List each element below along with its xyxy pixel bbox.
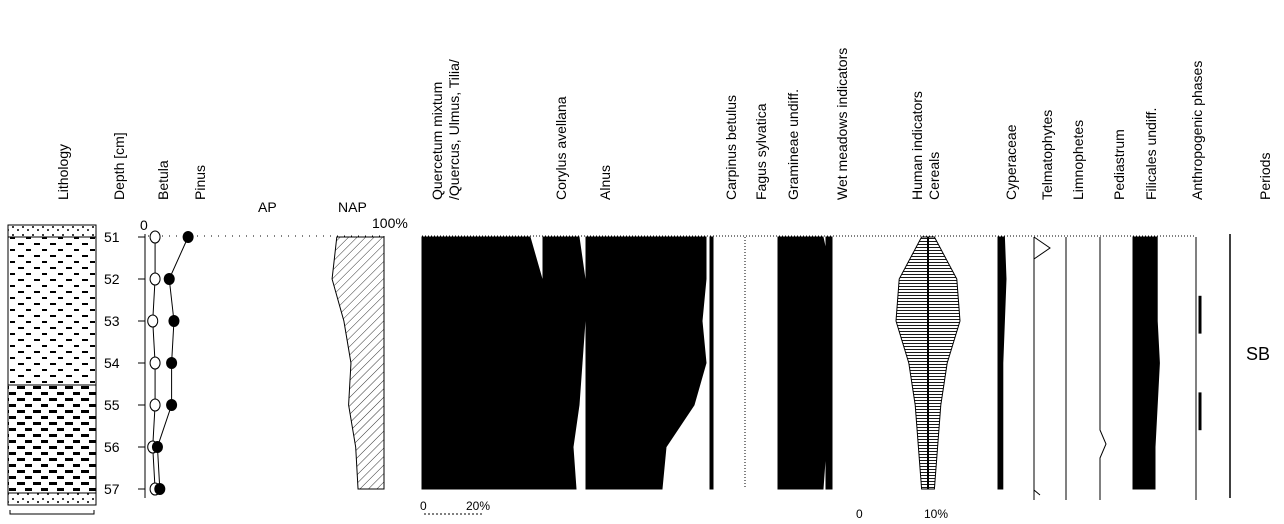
header-telmatophytes: Telmatophytes <box>1039 110 1055 200</box>
header-carpinus: Carpinus betulus <box>723 95 739 200</box>
header-quercetum-line2: /Quercus, Ulmus, Tilia/ <box>446 59 462 200</box>
betula-point <box>149 398 161 412</box>
lithology-unit-lower <box>7 384 97 494</box>
lithology-column <box>7 224 97 515</box>
betula-point <box>147 314 159 328</box>
lithology-unit-upper <box>7 236 97 386</box>
header-periods: Periods <box>1257 153 1273 200</box>
header-quercetum: Quercetum mixtum /Quercus, Ulmus, Tilia/ <box>429 59 462 200</box>
header-limnophetes: Limnophetes <box>1070 120 1086 200</box>
scale-bar-20: 0 20% <box>420 499 490 515</box>
header-human-line2: Cereals <box>926 152 942 200</box>
pinus-point <box>154 483 166 495</box>
curves <box>147 230 1202 500</box>
lithology-sand-bottom <box>7 492 97 506</box>
scale-bar-10: 0 10% <box>856 507 948 521</box>
depth-tick-label: 56 <box>104 439 120 455</box>
filicales-area <box>1132 236 1160 490</box>
depth-tick-label: 51 <box>104 229 120 245</box>
scale-bar-20-max: 20% <box>466 499 490 513</box>
gramineae-area <box>777 236 833 490</box>
betula-point <box>149 230 161 244</box>
column-headers: Lithology Depth [cm] Betula Pinus AP NAP… <box>55 48 1273 215</box>
header-gramineae: Gramineae undiff. <box>785 89 801 200</box>
header-human-line1: Human indicators <box>909 91 925 200</box>
lithology-sand-top <box>7 224 97 238</box>
depth-tick-label: 55 <box>104 397 120 413</box>
header-depth: Depth [cm] <box>111 132 127 200</box>
header-filicales: Filicales undiff. <box>1143 108 1159 200</box>
header-quercetum-line1: Quercetum mixtum <box>429 82 445 200</box>
apnap-zero-label: 0 <box>140 217 148 233</box>
zones: SB <box>1229 234 1270 498</box>
scale-bar-20-zero: 0 <box>420 499 427 513</box>
header-betula: Betula <box>155 160 171 200</box>
apnap-hundred-label: 100% <box>372 215 408 231</box>
header-fagus: Fagus sylvatica <box>753 103 769 200</box>
depth-tick-label: 53 <box>104 313 120 329</box>
telmatophytes-line <box>1033 236 1051 496</box>
header-cyperaceae: Cyperaceae <box>1003 124 1019 200</box>
cyperaceae-area <box>997 236 1007 490</box>
header-corylus: Corylus avellana <box>553 96 569 200</box>
pinus-point <box>151 441 163 453</box>
betula-point <box>149 356 161 370</box>
pinus-point <box>168 315 180 327</box>
pinus-point <box>166 399 178 411</box>
quercetum-area <box>421 236 561 490</box>
scale-bar-10-max: 10% <box>924 507 948 521</box>
header-lithology: Lithology <box>55 144 71 200</box>
period-label-sb: SB <box>1246 344 1270 364</box>
wet-meadows-area <box>825 236 833 490</box>
carpinus-area <box>709 236 714 490</box>
header-nap: NAP <box>338 199 367 215</box>
betula-point <box>149 272 161 286</box>
header-alnus: Alnus <box>597 165 613 200</box>
header-pediastrum: Pediastrum <box>1111 129 1127 200</box>
nap-area <box>331 236 385 490</box>
pinus-point <box>182 231 194 243</box>
header-pinus: Pinus <box>192 165 208 200</box>
corylus-area <box>542 236 586 490</box>
header-ap: AP <box>258 199 277 215</box>
alnus-area <box>585 236 707 490</box>
depth-axis: 51 52 53 54 55 56 57 <box>104 229 146 498</box>
depth-tick-label: 52 <box>104 271 120 287</box>
header-human: Human indicators Cereals <box>909 87 942 200</box>
depth-tick-label: 54 <box>104 355 120 371</box>
pinus-point <box>166 357 178 369</box>
lithology-bracket <box>9 510 95 515</box>
pediastrum-line <box>1099 237 1107 500</box>
scale-bar-10-zero: 0 <box>856 507 863 521</box>
header-anthropogenic: Anthropogenic phases <box>1189 61 1205 200</box>
pinus-point <box>163 273 175 285</box>
header-wet-meadows: Wet meadows indicators <box>834 48 850 200</box>
depth-tick-label: 57 <box>104 481 120 497</box>
